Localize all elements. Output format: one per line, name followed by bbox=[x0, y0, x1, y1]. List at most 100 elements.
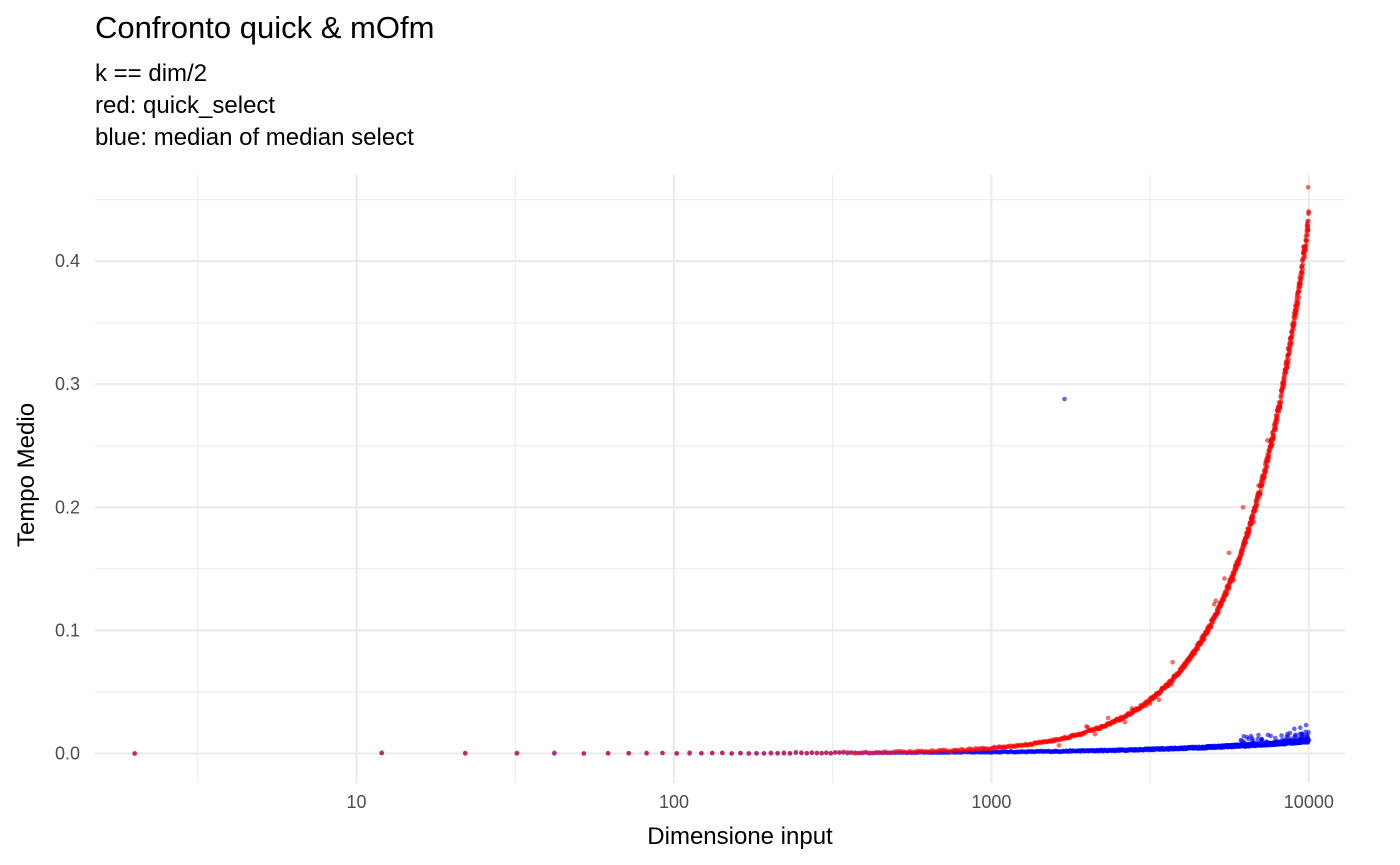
data-point bbox=[581, 751, 587, 756]
data-point bbox=[1290, 327, 1296, 332]
data-point bbox=[1273, 425, 1278, 431]
data-point bbox=[132, 751, 137, 756]
data-point bbox=[1169, 682, 1174, 687]
data-point bbox=[832, 750, 838, 755]
data-point bbox=[552, 750, 557, 755]
data-point bbox=[1201, 637, 1207, 642]
data-point bbox=[1156, 697, 1162, 703]
x-axis-title: Dimensione input bbox=[647, 823, 833, 850]
data-point bbox=[674, 751, 679, 756]
data-point bbox=[1305, 185, 1311, 190]
data-point bbox=[1294, 306, 1300, 311]
data-point bbox=[1306, 218, 1311, 224]
data-point bbox=[1170, 659, 1175, 665]
data-point bbox=[768, 751, 774, 756]
data-point bbox=[1262, 474, 1267, 480]
data-point bbox=[1254, 502, 1260, 507]
data-point bbox=[687, 750, 692, 755]
data-point bbox=[852, 751, 858, 756]
data-point bbox=[1226, 550, 1232, 556]
data-point bbox=[1216, 609, 1221, 615]
data-point bbox=[1275, 413, 1281, 419]
data-point bbox=[605, 751, 611, 756]
x-tick-label: 1000 bbox=[971, 792, 1011, 812]
data-point bbox=[1056, 743, 1062, 748]
data-point bbox=[1290, 331, 1295, 337]
data-point bbox=[1255, 736, 1261, 742]
data-point bbox=[1281, 382, 1287, 388]
y-axis-ticks: 0.0 0.1 0.2 0.3 0.4 bbox=[55, 251, 80, 763]
y-tick-label: 0.2 bbox=[55, 497, 80, 517]
data-point bbox=[1300, 270, 1305, 276]
y-axis-title: Tempo Medio bbox=[13, 403, 40, 547]
data-point bbox=[1271, 433, 1277, 438]
data-point bbox=[1231, 577, 1237, 583]
data-point bbox=[1268, 733, 1273, 739]
data-point bbox=[1092, 731, 1098, 737]
data-point bbox=[1283, 369, 1289, 375]
data-point bbox=[1256, 732, 1261, 738]
data-point bbox=[1303, 242, 1309, 248]
data-point bbox=[462, 751, 468, 756]
data-point bbox=[1243, 540, 1249, 545]
data-point bbox=[709, 750, 715, 756]
data-point bbox=[1302, 255, 1307, 260]
data-point bbox=[1306, 737, 1312, 743]
data-point bbox=[781, 751, 787, 756]
data-point bbox=[1303, 248, 1308, 253]
data-point bbox=[514, 750, 520, 756]
y-tick-label: 0.4 bbox=[55, 251, 80, 271]
data-point bbox=[1305, 232, 1310, 238]
data-point bbox=[1294, 310, 1299, 316]
data-point bbox=[837, 750, 842, 755]
data-point bbox=[1286, 357, 1291, 362]
chart-title: Confronto quick & mOfm bbox=[95, 10, 435, 45]
data-point bbox=[841, 749, 846, 755]
data-point bbox=[626, 751, 631, 756]
data-point bbox=[1264, 464, 1270, 469]
data-point bbox=[1304, 238, 1310, 243]
data-point bbox=[1282, 378, 1287, 383]
x-axis-ticks: 10 100 1000 10000 bbox=[347, 792, 1334, 812]
data-point bbox=[1287, 730, 1293, 736]
data-point bbox=[738, 750, 743, 756]
data-point bbox=[1258, 490, 1263, 496]
data-point bbox=[1213, 598, 1219, 604]
data-point bbox=[660, 750, 665, 756]
data-point bbox=[1224, 590, 1230, 596]
y-tick-label: 0.1 bbox=[55, 620, 80, 640]
data-point bbox=[1305, 227, 1311, 233]
data-point bbox=[1258, 486, 1264, 492]
chart-subtitle-line-2: red: quick_select bbox=[95, 92, 276, 119]
data-point bbox=[1300, 267, 1305, 272]
data-point bbox=[1251, 519, 1256, 525]
data-point bbox=[720, 750, 725, 756]
data-point bbox=[1303, 722, 1309, 728]
y-tick-label: 0.0 bbox=[55, 743, 80, 763]
data-point bbox=[1269, 442, 1275, 447]
data-point bbox=[1298, 725, 1303, 730]
major-grid bbox=[95, 175, 1345, 783]
data-point bbox=[856, 750, 862, 756]
data-point bbox=[859, 750, 865, 755]
data-point bbox=[828, 751, 834, 756]
x-tick-label: 10000 bbox=[1284, 792, 1334, 812]
data-point bbox=[1122, 719, 1128, 725]
data-point bbox=[1289, 339, 1295, 345]
data-point bbox=[1306, 210, 1312, 215]
data-point bbox=[849, 750, 854, 756]
data-points bbox=[132, 185, 1312, 756]
data-point bbox=[1273, 735, 1278, 741]
data-point bbox=[819, 750, 824, 756]
data-point bbox=[799, 750, 804, 756]
data-point bbox=[1222, 576, 1227, 581]
data-point bbox=[1298, 281, 1304, 287]
data-point bbox=[1105, 715, 1111, 721]
data-point bbox=[793, 749, 799, 755]
data-point bbox=[1240, 505, 1246, 510]
data-point bbox=[379, 750, 384, 755]
data-point bbox=[1306, 730, 1311, 735]
data-point bbox=[754, 751, 759, 756]
data-point bbox=[1296, 289, 1302, 294]
data-point bbox=[845, 749, 850, 755]
